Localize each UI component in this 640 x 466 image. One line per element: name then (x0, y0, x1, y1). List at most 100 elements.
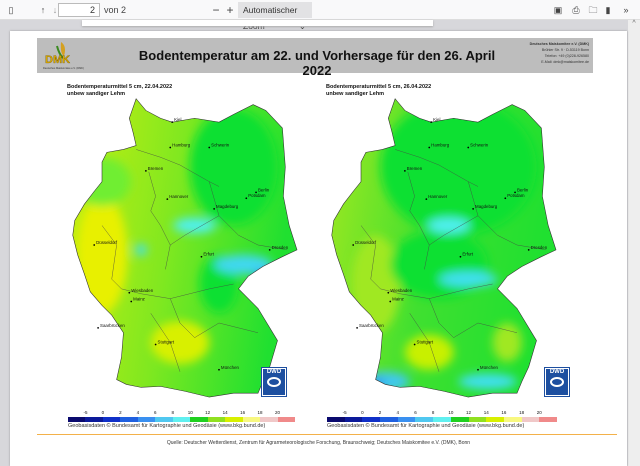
dwd-text: DWD (266, 369, 282, 375)
legend-swatch (521, 417, 540, 422)
dwd-swirl-icon (267, 377, 281, 387)
legend-tick: -5 (83, 410, 88, 415)
city-marker (425, 198, 428, 201)
sidebar-toggle-icon[interactable]: ▯ (8, 5, 14, 15)
city-label: Düsseldorf (96, 240, 118, 245)
city-marker (389, 300, 392, 303)
city-label: Kiel (174, 117, 181, 122)
page-total: von 2 (104, 5, 127, 15)
legend-swatch (344, 417, 363, 422)
zoom-in-icon[interactable]: + (226, 3, 234, 17)
soil-temperature-map-26-april: Kiel Hamburg Schwerin Bremen Hannover Magdebu… (331, 98, 557, 398)
more-tools-icon[interactable]: » (623, 5, 629, 15)
presentation-icon[interactable]: ▣ (553, 5, 563, 15)
legend-tick: 12 (466, 410, 472, 415)
city-label: Bremen (148, 166, 164, 171)
legend-swatch (468, 417, 487, 422)
city-label: Schwerin (211, 143, 230, 148)
org-email: E-Mail: dmk@maiskomitee.de (541, 60, 589, 64)
city-label: Potsdam (248, 193, 266, 198)
city-label: Magdeburg (475, 204, 498, 209)
border-line (72, 98, 298, 398)
map-label-left: Bodentemperaturmittel 5 cm, 22.04.2022 un… (67, 84, 172, 98)
page-title: Bodentemperatur am 22. und Vorhersage fü… (138, 48, 496, 78)
legend-tick: 8 (431, 410, 435, 415)
legend-tick: 14 (222, 410, 228, 415)
city-marker (403, 170, 406, 172)
legend-swatch (155, 417, 173, 422)
geodata-credit: Geobasisdaten © Bundesamt für Kartograph… (327, 423, 525, 429)
city-marker (154, 343, 157, 346)
city-marker (169, 146, 172, 149)
city-label: Berlin (517, 187, 529, 192)
legend-tick: 10 (448, 410, 454, 415)
legend-swatch (172, 417, 191, 422)
legend-swatch (433, 417, 451, 422)
pdf-toolbar: ▯ ↑ ↓ 2 von 2 − + Automatischer Zoom ⌄ ▣ … (0, 0, 640, 31)
city-marker (430, 121, 433, 124)
legend-tick: 10 (187, 410, 193, 415)
zoom-select[interactable]: Automatischer Zoom ⌄ (238, 2, 312, 31)
legend-tick: 4 (396, 410, 400, 415)
legend-swatch (120, 417, 138, 422)
city-label: Stuttgart (417, 339, 434, 344)
temperature-zone (492, 323, 522, 362)
map-label-right: Bodentemperaturmittel 5 cm, 26.04.2022 un… (326, 84, 431, 98)
city-marker (255, 191, 257, 194)
city-label: Hamburg (172, 143, 191, 148)
legend-ticks: -5 0 2 4 6 8 10 12 14 16 18 20 (68, 410, 295, 416)
source-note: Quelle: Deutscher Wetterdienst, Zentrum … (166, 440, 471, 446)
save-icon[interactable]: 🗀 (588, 5, 598, 15)
temperature-zone (189, 108, 278, 226)
city-marker (356, 326, 358, 329)
temperature-zone (404, 334, 454, 370)
legend-swatch (503, 417, 522, 422)
zoom-out-icon[interactable]: − (212, 3, 220, 17)
previous-page-edge (82, 20, 433, 26)
legend-tick: 16 (501, 410, 507, 415)
print-icon[interactable]: ⎙ (572, 5, 580, 15)
legend-swatch (362, 417, 381, 422)
arrow-up-icon[interactable]: ↑ (40, 5, 46, 15)
color-legend (327, 417, 557, 422)
bookmark-icon[interactable]: ▮ (605, 5, 611, 15)
state-borders (360, 149, 547, 372)
legend-swatch (486, 417, 504, 422)
map-caption: Bodentemperaturmittel 5 cm, 22.04.2022 (67, 84, 173, 90)
legend-swatch (415, 417, 434, 422)
city-label: Hannover (169, 194, 189, 199)
legend-tick: 4 (136, 410, 140, 415)
temperature-zone (439, 271, 498, 287)
city-label: Düsseldorf (355, 240, 377, 245)
arrow-down-icon[interactable]: ↓ (52, 5, 58, 15)
chevron-down-icon: ⌄ (298, 21, 306, 31)
org-phone: Telefon: +49 (0)228-926580 (544, 54, 589, 58)
legend-swatch (242, 417, 261, 422)
org-name: Deutsches Maiskomitee e.V. (DMK) (529, 42, 589, 46)
legend-swatch (190, 417, 208, 422)
city-label: Mainz (392, 297, 404, 302)
city-marker (467, 146, 470, 149)
legend-tick: 14 (483, 410, 489, 415)
city-label: Mainz (133, 297, 145, 302)
page-number-input[interactable]: 2 (58, 3, 100, 17)
city-marker (213, 208, 216, 210)
header-banner: DMK Deutsches Maiskomitee e.V. (DMK) Bod… (37, 38, 593, 78)
legend-tick: 18 (519, 410, 525, 415)
soil-type: unbew sandiger Lehm (326, 91, 385, 97)
temperature-zone (365, 378, 386, 389)
legend-tick: 16 (240, 410, 246, 415)
city-label: Stuttgart (158, 339, 175, 344)
city-marker (128, 291, 131, 294)
scrollbar[interactable]: ^ (628, 20, 640, 466)
color-legend (68, 417, 296, 422)
city-label: Erfurt (203, 252, 214, 257)
city-label: Berlin (258, 187, 270, 192)
legend-swatch (102, 417, 121, 422)
dmk-logo: DMK Deutsches Maiskomitee e.V. (DMK) (43, 40, 84, 71)
city-label: Dresden (272, 245, 289, 250)
zoom-value: Automatischer Zoom (243, 5, 298, 31)
scroll-up-icon[interactable]: ^ (632, 20, 636, 27)
city-label: Hamburg (431, 143, 450, 148)
city-marker (413, 343, 416, 346)
